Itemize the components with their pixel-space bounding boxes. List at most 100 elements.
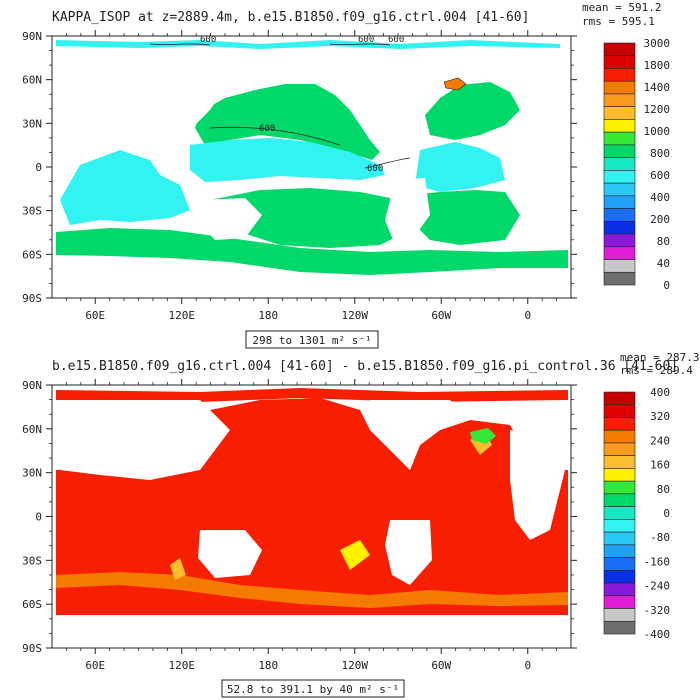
y-tick-label: 30N [22, 467, 42, 480]
colorbar-label: 0 [663, 507, 670, 520]
colorbar-label: 1800 [644, 59, 671, 72]
top-land-antarctica [56, 278, 568, 298]
colorbar-label: 80 [657, 483, 670, 496]
colorbar-label: 1400 [644, 81, 671, 94]
top-range-box [245, 330, 379, 349]
bottom-streak [340, 540, 370, 570]
colorbar-swatch [603, 170, 636, 184]
top-south-pacific [210, 188, 410, 248]
contour-label: 600 [388, 35, 404, 45]
bottom-land-south-america [385, 520, 432, 585]
colorbar-swatch [603, 391, 636, 406]
top-title: KAPPA_ISOP at z=2889.4m, b.e15.B1850.f09… [52, 10, 529, 25]
colorbar-swatch [603, 106, 636, 120]
y-tick-label: 30S [22, 554, 42, 567]
bottom-mean-label: mean = 287.3 [620, 351, 699, 364]
x-tick-label: 120W [342, 659, 369, 672]
bottom-land-australia [198, 530, 262, 578]
colorbar-swatch [603, 608, 636, 622]
x-tick-label: 120E [169, 659, 196, 672]
colorbar-swatch [603, 455, 636, 469]
y-tick-label: 60S [22, 248, 42, 261]
colorbar-swatch [603, 442, 636, 456]
colorbar-swatch [603, 570, 636, 584]
colorbar-label: 800 [650, 147, 670, 160]
top-contour-line [149, 43, 211, 46]
top-land-north-america [335, 50, 470, 150]
bottom-colorbar: 400 320 240 160 80 0 -80 -160 -240 -320 -400 [603, 386, 671, 641]
colorbar-swatch [603, 93, 636, 107]
bottom-map [52, 385, 571, 648]
x-tick-label: 120W [342, 309, 369, 322]
top-mean-label: mean = 591.2 [582, 1, 661, 14]
colorbar-swatch [603, 531, 636, 546]
bottom-land-north-america [370, 400, 470, 470]
top-axes: 60E 120E 180 120W 60W 0 90N 60N 30N 0 30S 60S 90S [22, 30, 577, 322]
top-land-eurasia [60, 50, 230, 160]
colorbar-label: 200 [650, 213, 670, 226]
y-tick-label: 90N [22, 30, 42, 43]
x-tick-label: 0 [524, 659, 531, 672]
colorbar-swatch [603, 493, 636, 507]
colorbar-swatch [603, 246, 636, 260]
top-contour-line [364, 157, 411, 169]
bottom-land-africa [510, 430, 565, 540]
colorbar-swatch [603, 182, 636, 197]
bottom-land-eurasia [60, 400, 230, 480]
y-tick-label: 90S [22, 642, 42, 655]
x-tick-label: 120E [169, 309, 196, 322]
colorbar-swatch [603, 68, 636, 82]
colorbar-label: -400 [644, 628, 671, 641]
top-contour-labels: 600 600 600 600 600 [200, 35, 404, 174]
colorbar-label: -80 [650, 531, 670, 544]
colorbar-swatch [603, 157, 636, 171]
contour-label: 600 [200, 35, 216, 45]
bottom-streak [170, 558, 186, 580]
top-contour-line [209, 126, 341, 146]
colorbar-swatch [603, 506, 636, 520]
colorbar-label: 1200 [644, 103, 671, 116]
colorbar-swatch [603, 195, 636, 209]
bottom-range-label: 52.8 to 391.1 by 40 m² s⁻¹ [227, 683, 399, 696]
colorbar-label: 400 [650, 386, 670, 399]
colorbar-swatch [603, 519, 636, 533]
y-tick-label: 30N [22, 117, 42, 130]
bottom-greenland-spot [470, 428, 496, 444]
colorbar-swatch [603, 131, 636, 146]
top-arctic-region [56, 40, 560, 49]
top-rms-label: rms = 595.1 [582, 15, 655, 28]
bottom-land-antarctica [56, 615, 568, 648]
colorbar-swatch [603, 42, 636, 57]
top-land-south-america [385, 178, 430, 245]
colorbar-swatch [603, 582, 636, 597]
colorbar-label: 600 [650, 169, 670, 182]
colorbar-label: 1000 [644, 125, 671, 138]
top-north-pacific [195, 84, 380, 160]
x-tick-label: 0 [524, 309, 531, 322]
colorbar-swatch [603, 429, 636, 444]
contour-label: 600 [367, 164, 383, 174]
x-tick-label: 60E [85, 659, 105, 672]
bottom-range-box [221, 679, 405, 698]
colorbar-label: -240 [644, 580, 671, 593]
bottom-arctic-region [56, 388, 568, 402]
bottom-panel: b.e15.B1850.f09_g16.ctrl.004 [41-60] - b… [22, 351, 699, 698]
top-map [52, 36, 571, 298]
y-tick-label: 90S [22, 292, 42, 305]
colorbar-swatch [603, 595, 636, 609]
top-contour-line [329, 43, 391, 46]
y-tick-label: 0 [35, 511, 42, 524]
x-tick-label: 180 [258, 659, 278, 672]
colorbar-label: 0 [663, 279, 670, 292]
y-tick-label: 60N [22, 423, 42, 436]
colorbar-swatch [603, 233, 636, 248]
top-range-label: 298 to 1301 m² s⁻¹ [252, 334, 371, 347]
colorbar-swatch [603, 208, 636, 222]
top-tropical-atlantic [415, 142, 505, 192]
top-greenland-hotspot [443, 77, 467, 91]
x-tick-label: 60W [431, 309, 451, 322]
colorbar-swatch [603, 404, 636, 418]
colorbar-swatch [603, 221, 636, 235]
